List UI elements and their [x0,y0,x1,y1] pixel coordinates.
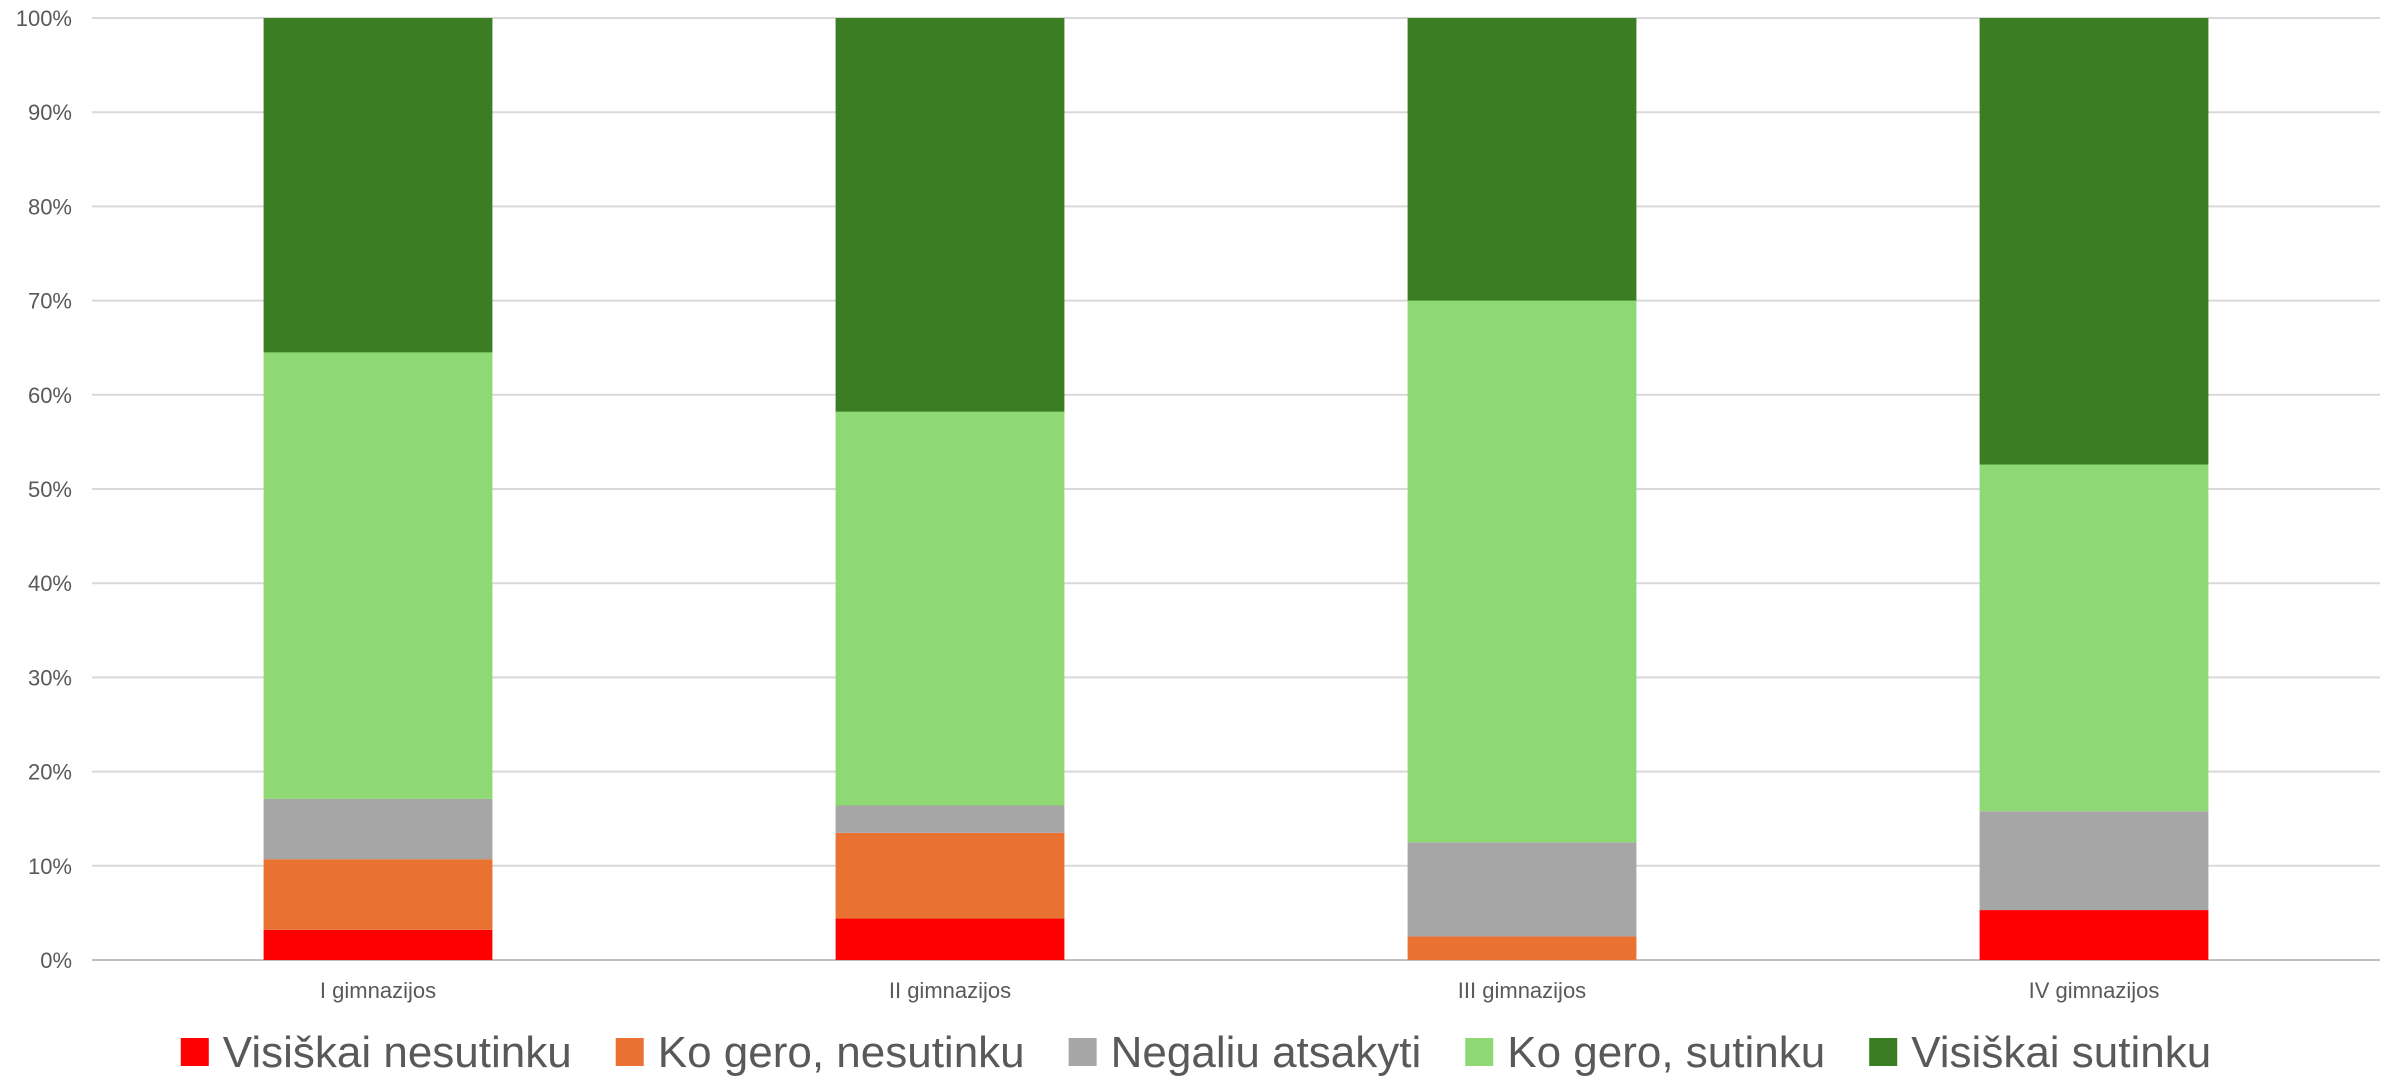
legend-swatch [181,1038,209,1066]
legend-label: Visiškai sutinku [1911,1028,2211,1077]
x-tick-label: IV gimnazijos [2029,978,2160,1003]
x-axis-ticks: I gimnazijos II gimnazijos III gimnazijos I… [320,978,2160,1003]
bar-segment [836,412,1065,806]
bar-segment [836,919,1065,960]
legend-item: Ko gero, nesutinku [616,1028,1025,1077]
y-axis-ticks: 0% 10% 20% 30% 40% 50% 60% 70% 80% 90% 100% [16,6,72,973]
bar-segment [1980,465,2209,812]
legend-label: Ko gero, nesutinku [658,1028,1025,1077]
bar-segment [264,799,493,859]
y-tick-label: 10% [28,854,72,879]
legend-swatch [616,1038,644,1066]
legend-swatch [1465,1038,1493,1066]
bar-segment [264,930,493,960]
y-tick-label: 90% [28,100,72,125]
bar-segment [1408,18,1637,301]
legend-swatch [1869,1038,1897,1066]
legend-swatch [1069,1038,1097,1066]
bar-segment [264,352,493,799]
y-tick-label: 70% [28,289,72,314]
legend-label: Visiškai nesutinku [223,1028,572,1077]
bar-segment [1980,811,2209,910]
y-tick-label: 40% [28,571,72,596]
legend-item: Negaliu atsakyti [1069,1028,1422,1077]
x-tick-label: II gimnazijos [889,978,1011,1003]
y-tick-label: 0% [40,948,72,973]
bar-segment [1980,910,2209,960]
x-tick-label: III gimnazijos [1458,978,1586,1003]
y-tick-label: 60% [28,383,72,408]
y-tick-label: 80% [28,194,72,219]
y-tick-label: 20% [28,760,72,785]
y-tick-label: 50% [28,477,72,502]
bar-segment [836,18,1065,412]
legend: Visiškai nesutinku Ko gero, nesutinku Nega… [181,1028,2211,1077]
bar-segment [1408,301,1637,843]
bar-segment [1408,842,1637,936]
bar-segment [836,833,1065,919]
bar-segment [1980,18,2209,465]
bar-segment [264,18,493,352]
bar-segment [1408,936,1637,960]
y-tick-label: 100% [16,6,72,31]
legend-item: Ko gero, sutinku [1465,1028,1825,1077]
bar-segment [264,859,493,930]
legend-item: Visiškai nesutinku [181,1028,572,1077]
legend-label: Negaliu atsakyti [1111,1028,1422,1077]
legend-label: Ko gero, sutinku [1507,1028,1825,1077]
x-tick-label: I gimnazijos [320,978,436,1003]
y-tick-label: 30% [28,665,72,690]
legend-item: Visiškai sutinku [1869,1028,2211,1077]
bar-segment [836,806,1065,833]
